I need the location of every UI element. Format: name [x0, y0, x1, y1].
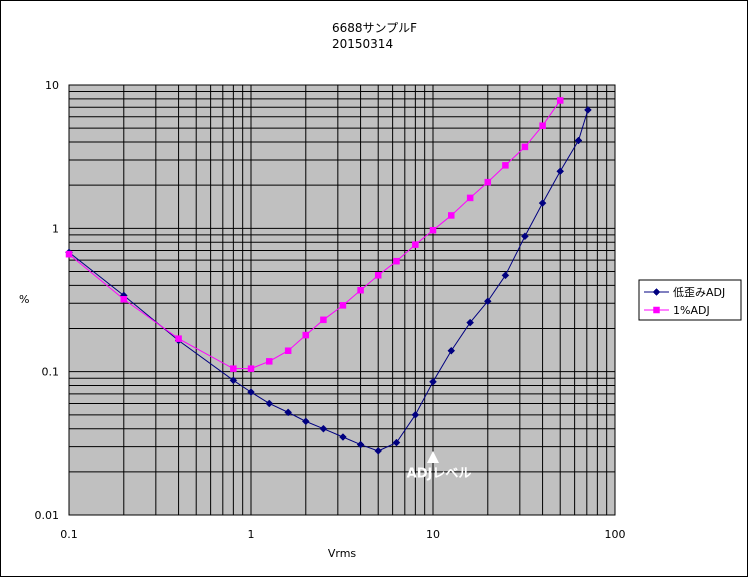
data-point [175, 335, 182, 342]
y-tick-labels: 0.01 0.1 1 10 [35, 79, 60, 522]
x-tick-label: 10 [426, 528, 440, 541]
x-tick-label: 0.1 [60, 528, 78, 541]
data-point [229, 376, 238, 385]
y-tick-label: 0.1 [42, 366, 60, 379]
legend-box [638, 279, 742, 321]
data-point [265, 399, 274, 408]
annotation-layer: ADJレベル [407, 451, 472, 481]
data-point [466, 194, 474, 202]
legend: 低歪みADJ 1%ADJ [638, 279, 742, 321]
data-point [429, 226, 437, 234]
data-point [374, 272, 382, 279]
data-point [339, 302, 347, 309]
data-point [521, 232, 529, 241]
data-point [247, 388, 255, 396]
data-point [319, 424, 328, 433]
legend-entries: 低歪みADJ 1%ADJ [644, 286, 725, 317]
data-point [411, 410, 420, 419]
chart-title: 6688サンプルF [332, 21, 417, 35]
x-tick-label: 1 [248, 528, 255, 541]
x-tick-labels: 0.1 1 10 100 [60, 528, 625, 541]
data-point [447, 346, 456, 355]
data-point [501, 271, 510, 280]
legend-swatch-marker [653, 306, 660, 314]
data-point [247, 365, 255, 372]
data-point [120, 296, 128, 303]
series-layer [65, 97, 592, 455]
y-tick-label: 0.01 [35, 509, 60, 522]
series-2 [65, 97, 564, 372]
data-point [584, 106, 592, 114]
legend-label: 低歪みADJ [673, 286, 725, 299]
data-point [266, 358, 273, 365]
data-point [502, 162, 509, 169]
y-tick-label: 1 [52, 222, 59, 235]
plot-area [69, 85, 615, 515]
data-point [301, 417, 310, 426]
data-point [356, 440, 365, 449]
grid [69, 85, 615, 515]
data-point [284, 408, 293, 417]
y-axis-label: % [19, 293, 29, 306]
legend-label: 1%ADJ [673, 304, 710, 317]
data-point [556, 97, 564, 104]
legend-swatch-marker [652, 288, 661, 296]
data-point [484, 178, 492, 186]
data-point [466, 318, 475, 327]
data-point [357, 286, 364, 294]
data-point [429, 377, 437, 386]
data-point [302, 331, 310, 339]
plot-border [68, 84, 616, 516]
x-axis-label: Vrms [328, 547, 357, 560]
data-point [65, 250, 73, 258]
data-point [412, 241, 419, 248]
data-point [539, 122, 546, 129]
data-point [556, 167, 565, 176]
data-point [320, 316, 327, 324]
data-point [483, 297, 492, 306]
legend-entry: 1%ADJ [644, 304, 710, 317]
annotation-arrow-head [427, 451, 439, 464]
series-line [68, 109, 589, 452]
annotation-label: ADJレベル [407, 466, 472, 481]
chart-subtitle: 20150314 [332, 37, 393, 51]
data-point [374, 447, 383, 455]
data-point [230, 365, 237, 372]
data-point [339, 433, 347, 441]
data-point [284, 347, 292, 354]
series-line [68, 100, 561, 370]
y-tick-label: 10 [45, 79, 59, 92]
x-tick-label: 100 [605, 528, 626, 541]
data-point [392, 438, 401, 447]
data-point [521, 143, 529, 151]
legend-entry: 低歪みADJ [644, 286, 725, 299]
data-point [393, 257, 400, 265]
data-point [448, 212, 455, 219]
data-point [574, 136, 583, 145]
data-point [538, 199, 547, 207]
